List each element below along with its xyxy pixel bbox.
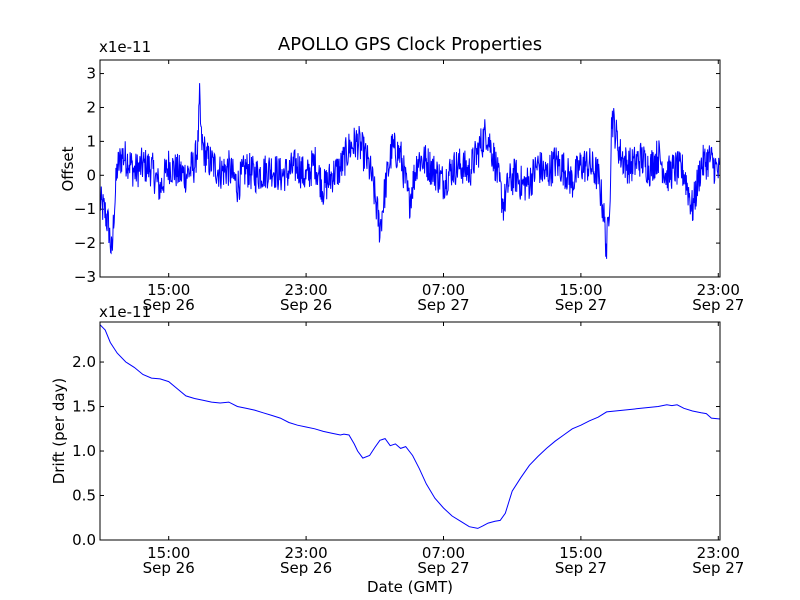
x-tick-time-label: 07:00 xyxy=(422,281,465,299)
drift-scale-label: x1e-11 xyxy=(99,303,151,321)
x-tick-date-label: Sep 27 xyxy=(555,296,607,314)
y-tick-label: 1.5 xyxy=(72,398,96,416)
x-tick-time-label: 23:00 xyxy=(284,544,327,562)
offset-plot-frame xyxy=(99,59,721,278)
y-tick-label: −2 xyxy=(74,234,96,252)
y-tick-label: −1 xyxy=(74,200,96,218)
x-tick-date-label: Sep 26 xyxy=(143,296,195,314)
y-tick-label: 2.0 xyxy=(72,353,96,371)
x-tick-time-label: 15:00 xyxy=(559,544,602,562)
x-tick-date-label: Sep 27 xyxy=(692,559,744,577)
x-tick-date-label: Sep 26 xyxy=(143,559,195,577)
y-tick-label: 1.0 xyxy=(72,442,96,460)
drift-y-label: Drift (per day) xyxy=(50,378,68,485)
y-tick-label: 1 xyxy=(86,132,96,150)
x-tick-time-label: 07:00 xyxy=(422,544,465,562)
x-tick-date-label: Sep 26 xyxy=(280,296,332,314)
x-tick-date-label: Sep 27 xyxy=(692,296,744,314)
drift-series-line xyxy=(99,324,721,529)
x-tick-date-label: Sep 27 xyxy=(555,559,607,577)
y-tick-label: 2 xyxy=(86,98,96,116)
x-tick-time-label: 15:00 xyxy=(147,281,190,299)
offset-y-label: Offset xyxy=(59,146,77,191)
y-tick-label: 0.0 xyxy=(72,531,96,549)
offset-series-line xyxy=(99,83,721,259)
y-tick-label: 0 xyxy=(86,166,96,184)
offset-scale-label: x1e-11 xyxy=(99,38,151,56)
x-tick-date-label: Sep 27 xyxy=(417,296,469,314)
x-tick-time-label: 15:00 xyxy=(559,281,602,299)
x-tick-time-label: 23:00 xyxy=(697,281,740,299)
x-tick-time-label: 23:00 xyxy=(284,281,327,299)
y-tick-label: −3 xyxy=(74,268,96,286)
x-tick-date-label: Sep 26 xyxy=(280,559,332,577)
y-tick-label: 3 xyxy=(86,65,96,83)
x-tick-time-label: 23:00 xyxy=(697,544,740,562)
y-tick-label: 0.5 xyxy=(72,487,96,505)
drift-plot-frame xyxy=(99,321,721,541)
x-tick-time-label: 15:00 xyxy=(147,544,190,562)
x-tick-date-label: Sep 27 xyxy=(417,559,469,577)
chart-title: APOLLO GPS Clock Properties xyxy=(278,34,542,55)
drift-x-label: Date (GMT) xyxy=(367,578,453,596)
